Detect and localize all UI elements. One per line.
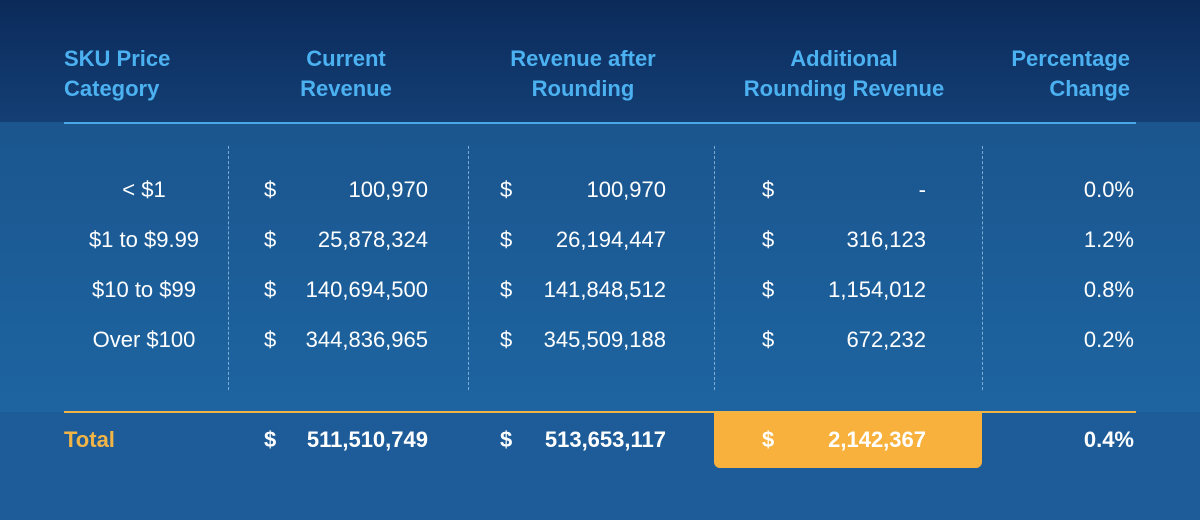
current-dollar-sign: $ <box>264 277 277 302</box>
column-separator <box>982 146 983 390</box>
row-category: Over $100 <box>92 327 196 352</box>
row-category: < $1 <box>122 177 166 202</box>
header-current-revenue: Current Revenue <box>246 44 446 104</box>
total-additional-dollar-sign: $ <box>762 427 775 452</box>
after-dollar-sign: $ <box>500 327 513 352</box>
percentage-change-value: 0.2% <box>1083 327 1134 352</box>
percentage-change-value: 0.0% <box>1083 177 1134 202</box>
additional-revenue-value: 672,232 <box>846 327 926 352</box>
header-line: Rounding Revenue <box>743 76 945 101</box>
header-line: Rounding <box>531 76 635 101</box>
column-separator <box>714 146 715 390</box>
column-separator <box>468 146 469 390</box>
total-additional-highlight <box>714 413 982 468</box>
header-sku-price-category: SKU Price Category <box>64 44 244 104</box>
additional-dollar-sign: $ <box>762 327 775 352</box>
header-line: Current <box>306 46 386 71</box>
header-divider <box>64 122 1136 124</box>
additional-revenue-value: 1,154,012 <box>828 277 926 302</box>
header-line: Percentage <box>1011 46 1130 71</box>
after-rounding-value: 100,970 <box>586 177 666 202</box>
after-dollar-sign: $ <box>500 277 513 302</box>
row-category: $10 to $99 <box>92 277 196 302</box>
current-dollar-sign: $ <box>264 177 277 202</box>
header-line: Additional <box>790 46 898 71</box>
current-revenue-value: 140,694,500 <box>305 277 428 302</box>
total-after-rounding: 513,653,117 <box>544 427 666 452</box>
header-revenue-after-rounding: Revenue after Rounding <box>476 44 690 104</box>
additional-revenue-value: - <box>918 177 926 202</box>
header-line: SKU Price <box>64 46 171 71</box>
after-dollar-sign: $ <box>500 227 513 252</box>
after-rounding-value: 141,848,512 <box>543 277 666 302</box>
percentage-change-value: 1.2% <box>1083 227 1134 252</box>
row-category: $1 to $9.99 <box>88 227 200 252</box>
header-line: Category <box>64 76 160 101</box>
current-revenue-value: 344,836,965 <box>305 327 428 352</box>
after-rounding-value: 26,194,447 <box>555 227 666 252</box>
total-current-dollar-sign: $ <box>264 427 277 452</box>
column-separator <box>228 146 229 390</box>
total-additional-revenue: 2,142,367 <box>828 427 926 452</box>
additional-revenue-value: 316,123 <box>846 227 926 252</box>
header-percentage-change: Percentage Change <box>980 44 1130 104</box>
total-after-dollar-sign: $ <box>500 427 513 452</box>
additional-dollar-sign: $ <box>762 177 775 202</box>
header-line: Revenue <box>300 76 392 101</box>
total-percentage-change: 0.4% <box>1083 427 1134 452</box>
additional-dollar-sign: $ <box>762 277 775 302</box>
after-rounding-value: 345,509,188 <box>543 327 666 352</box>
total-band <box>0 412 1200 520</box>
current-revenue-value: 25,878,324 <box>317 227 428 252</box>
additional-dollar-sign: $ <box>762 227 775 252</box>
after-dollar-sign: $ <box>500 177 513 202</box>
current-dollar-sign: $ <box>264 227 277 252</box>
header-band <box>0 0 1200 122</box>
total-current-revenue: 511,510,749 <box>306 427 428 452</box>
total-divider <box>64 411 1136 413</box>
header-line: Revenue after <box>510 46 656 71</box>
current-dollar-sign: $ <box>264 327 277 352</box>
header-additional-rounding-revenue: Additional Rounding Revenue <box>714 44 974 104</box>
header-line: Change <box>1049 76 1130 101</box>
total-label: Total <box>64 427 115 452</box>
percentage-change-value: 0.8% <box>1083 277 1134 302</box>
current-revenue-value: 100,970 <box>348 177 428 202</box>
